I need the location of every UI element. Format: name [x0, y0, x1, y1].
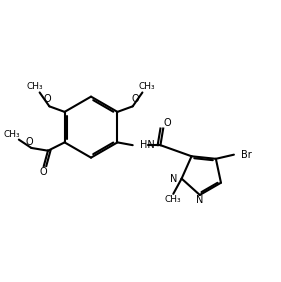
Text: O: O [40, 166, 47, 177]
Text: O: O [25, 137, 33, 147]
Text: CH₃: CH₃ [165, 195, 182, 204]
Text: O: O [131, 94, 139, 103]
Text: N: N [196, 195, 203, 205]
Text: CH₃: CH₃ [3, 130, 20, 139]
Text: N: N [170, 174, 177, 184]
Text: O: O [43, 94, 51, 103]
Text: CH₃: CH₃ [139, 82, 155, 91]
Text: CH₃: CH₃ [27, 82, 43, 91]
Text: HN: HN [140, 140, 155, 150]
Text: O: O [164, 118, 171, 128]
Text: Br: Br [241, 150, 251, 160]
